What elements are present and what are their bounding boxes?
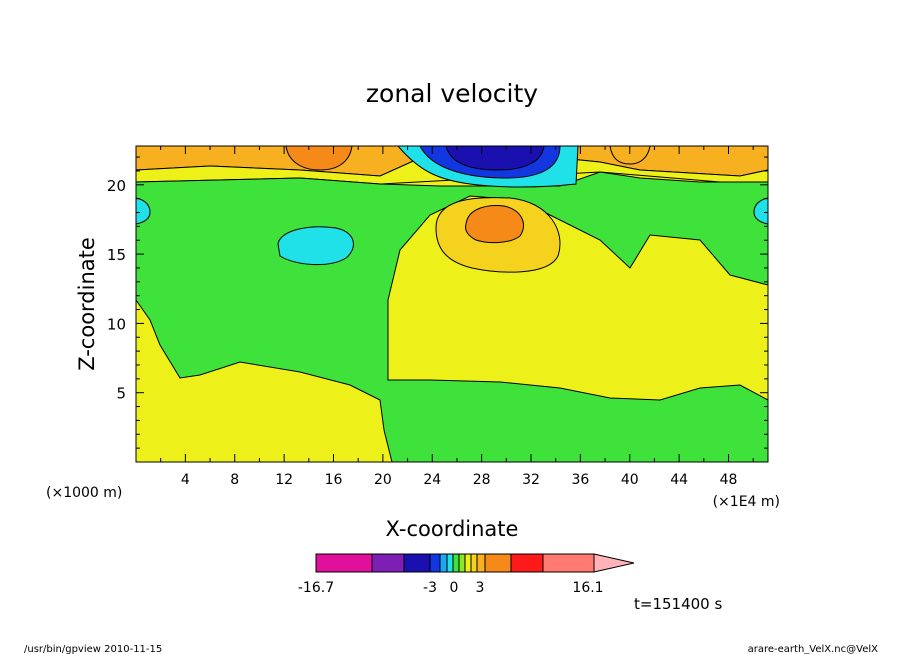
- x-tick-labels: 4 8 12 16 20 24 28 32 36 40 44 48: [181, 472, 738, 488]
- colorbar-bin: [464, 553, 472, 573]
- x-tick-label: 16: [325, 472, 343, 488]
- x-tick-label: 4: [181, 472, 190, 488]
- top-orange-blob: [285, 146, 353, 171]
- colorbar-label: 0: [450, 580, 459, 596]
- colorbar-bin: [510, 553, 544, 573]
- colorbar-bin: [439, 553, 448, 573]
- top-right-small-blob: [609, 146, 651, 165]
- colorbar-labels: -16.7 -3 0 3 16.1: [298, 580, 604, 596]
- colorbar-bin: [458, 553, 466, 573]
- time-annotation: t=151400 s: [634, 595, 722, 613]
- y-tick-label: 15: [107, 246, 126, 264]
- edge-cyan-right: [753, 197, 768, 225]
- x-tick-marks: [160, 146, 754, 462]
- x-tick-label: 44: [670, 472, 688, 488]
- x-tick-label: 12: [275, 472, 293, 488]
- x-tick-label: 40: [621, 472, 639, 488]
- colorbar-extend-arrow: [593, 553, 635, 573]
- colorbar-bin: [429, 553, 441, 573]
- colorbar-bin: [371, 553, 405, 573]
- x-tick-label: 36: [571, 472, 589, 488]
- x-unit-right: (×1E4 m): [713, 494, 780, 510]
- top-darkblue-core: [445, 146, 545, 171]
- colorbar-label: -16.7: [298, 580, 334, 596]
- y-tick-labels: 5 10 15 20: [107, 177, 126, 403]
- colorbar-label: -3: [423, 580, 437, 596]
- footer-right: arare-earth_VelX.nc@VelX: [748, 644, 879, 654]
- edge-cyan-left: [136, 197, 151, 225]
- contour-field: [136, 146, 768, 462]
- colorbar-label: 16.1: [572, 580, 603, 596]
- footer-left: /usr/bin/gpview 2010-11-15: [24, 644, 162, 654]
- y-tick-label: 20: [107, 177, 126, 195]
- colorbar-bin: [470, 553, 478, 573]
- colorbar: [315, 553, 635, 573]
- y-axis-label: Z-coordinate: [75, 237, 99, 371]
- x-tick-label: 28: [473, 472, 491, 488]
- x-axis-label: X-coordinate: [386, 517, 519, 541]
- colorbar-bin: [484, 553, 512, 573]
- x-tick-label: 20: [374, 472, 392, 488]
- plot-frame: [135, 145, 769, 463]
- colorbar-bin: [315, 553, 373, 573]
- colorbar-bin: [476, 553, 486, 573]
- y-tick-marks: [136, 156, 768, 449]
- x-tick-label: 32: [522, 472, 540, 488]
- cyan-pocket-left: [277, 226, 354, 266]
- colorbar-bin: [446, 553, 454, 573]
- y-tick-label: 5: [116, 385, 126, 403]
- x-tick-label: 48: [720, 472, 738, 488]
- colorbar-bin: [542, 553, 595, 573]
- chart-title: zonal velocity: [366, 79, 538, 108]
- colorbar-bin: [452, 553, 460, 573]
- colorbar-label: 3: [476, 580, 485, 596]
- x-tick-label: 8: [230, 472, 239, 488]
- orange-core-blob: [465, 205, 524, 244]
- x-unit-left: (×1000 m): [46, 485, 122, 501]
- colorbar-bin: [403, 553, 431, 573]
- x-tick-label: 24: [423, 472, 441, 488]
- y-tick-label: 10: [107, 315, 126, 333]
